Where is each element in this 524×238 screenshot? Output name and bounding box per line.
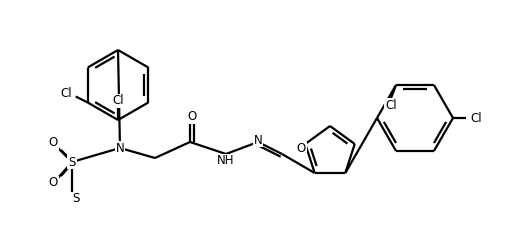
Text: O: O xyxy=(48,137,58,149)
Text: S: S xyxy=(72,193,80,205)
Text: N: N xyxy=(254,134,263,147)
Text: NH: NH xyxy=(217,154,235,168)
Text: Cl: Cl xyxy=(112,94,124,108)
Text: O: O xyxy=(48,177,58,189)
Text: S: S xyxy=(68,155,75,169)
Text: N: N xyxy=(116,142,124,154)
Text: O: O xyxy=(188,110,196,124)
Text: O: O xyxy=(297,143,306,155)
Text: Cl: Cl xyxy=(385,99,397,112)
Text: Cl: Cl xyxy=(470,111,482,124)
Text: Cl: Cl xyxy=(60,87,71,100)
